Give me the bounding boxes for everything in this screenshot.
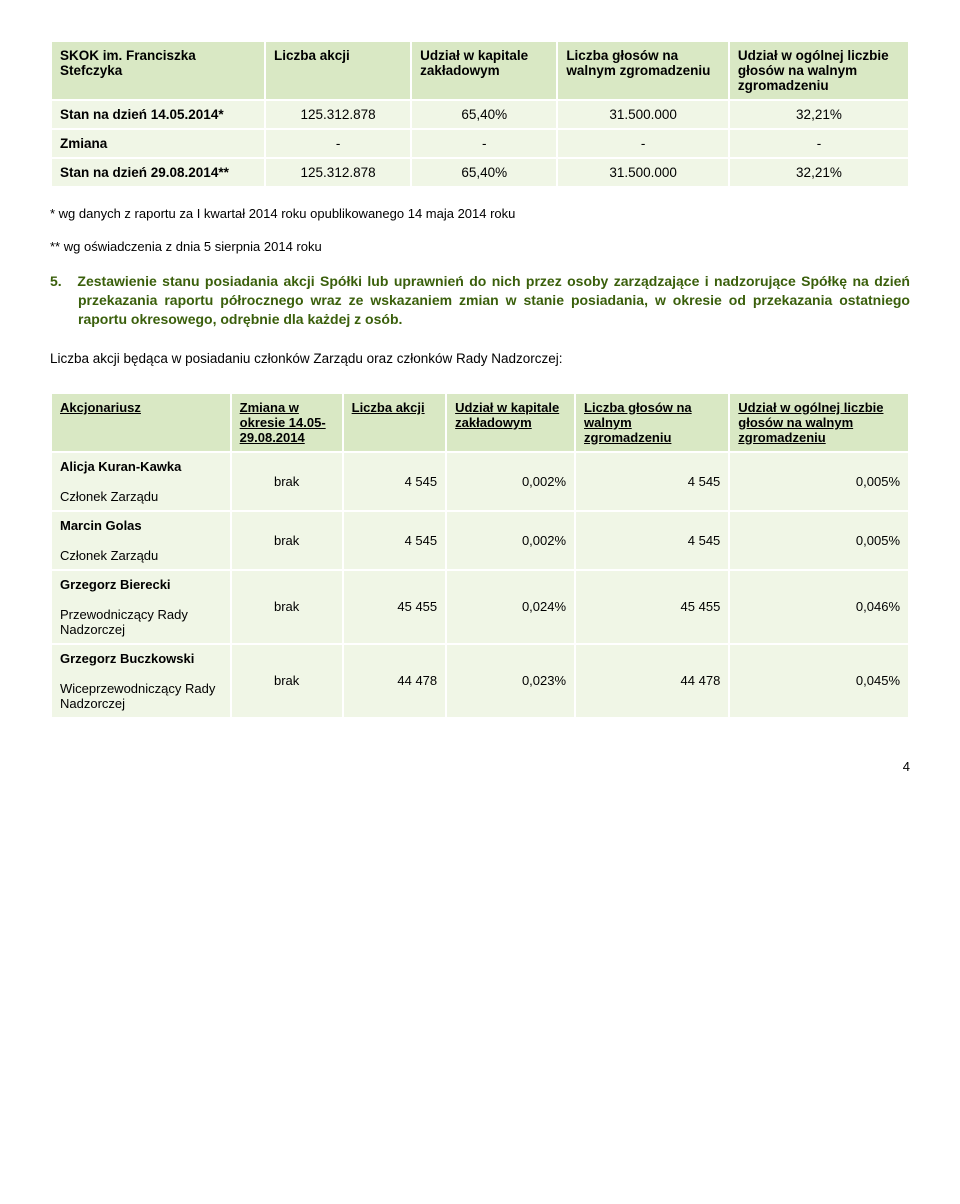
cell: 32,21% [730, 101, 908, 128]
cell: brak [232, 571, 342, 643]
cell: - [412, 130, 556, 157]
cell: - [266, 130, 410, 157]
col-shares: Liczba akcji [344, 394, 446, 451]
col-change: Zmiana w okresie 14.05-29.08.2014 [232, 394, 342, 451]
footnote: * wg danych z raportu za I kwartał 2014 … [50, 206, 910, 221]
cell-name: Marcin Golas Członek Zarządu [52, 512, 230, 569]
cell: 32,21% [730, 159, 908, 186]
cell: brak [232, 453, 342, 510]
table-row: Grzegorz Buczkowski Wiceprzewodniczący R… [52, 645, 908, 717]
section-number: 5. [50, 272, 72, 291]
cell: 45 455 [576, 571, 728, 643]
person-name: Marcin Golas [60, 518, 142, 533]
person-name: Grzegorz Bierecki [60, 577, 171, 592]
section-title: Zestawienie stanu posiadania akcji Spółk… [77, 273, 910, 327]
cell: 44 478 [576, 645, 728, 717]
col-votes-total: Udział w ogólnej liczbie głosów na walny… [730, 394, 908, 451]
cell: - [730, 130, 908, 157]
table-board-shares: Akcjonariusz Zmiana w okresie 14.05-29.0… [50, 392, 910, 719]
row-label: Zmiana [52, 130, 264, 157]
cell: brak [232, 645, 342, 717]
cell: 4 545 [344, 453, 446, 510]
cell: 65,40% [412, 101, 556, 128]
cell: 4 545 [576, 512, 728, 569]
col-votes-total: Udział w ogólnej liczbie głosów na walny… [730, 42, 908, 99]
cell-name: Grzegorz Buczkowski Wiceprzewodniczący R… [52, 645, 230, 717]
row-label: Stan na dzień 14.05.2014* [52, 101, 264, 128]
cell: 0,023% [447, 645, 574, 717]
cell: - [558, 130, 728, 157]
page-number: 4 [50, 759, 910, 774]
col-shareholder: Akcjonariusz [52, 394, 230, 451]
cell: 0,024% [447, 571, 574, 643]
cell: 45 455 [344, 571, 446, 643]
cell: 0,045% [730, 645, 908, 717]
person-role: Członek Zarządu [60, 548, 158, 563]
cell: brak [232, 512, 342, 569]
footnote: ** wg oświadczenia z dnia 5 sierpnia 201… [50, 239, 910, 254]
cell-name: Grzegorz Bierecki Przewodniczący Rady Na… [52, 571, 230, 643]
paragraph: Liczba akcji będąca w posiadaniu członkó… [50, 351, 910, 366]
table-row: Stan na dzień 14.05.2014* 125.312.878 65… [52, 101, 908, 128]
table-row: Marcin Golas Członek Zarządu brak 4 545 … [52, 512, 908, 569]
person-role: Przewodniczący Rady Nadzorczej [60, 607, 188, 637]
person-name: Grzegorz Buczkowski [60, 651, 194, 666]
cell: 0,005% [730, 453, 908, 510]
table-row: Grzegorz Bierecki Przewodniczący Rady Na… [52, 571, 908, 643]
cell: 31.500.000 [558, 159, 728, 186]
cell: 65,40% [412, 159, 556, 186]
table-row: Zmiana - - - - [52, 130, 908, 157]
cell: 0,002% [447, 453, 574, 510]
cell: 4 545 [344, 512, 446, 569]
cell: 0,002% [447, 512, 574, 569]
cell: 125.312.878 [266, 159, 410, 186]
col-votes: Liczba głosów na walnym zgromadzeniu [558, 42, 728, 99]
row-label: Stan na dzień 29.08.2014** [52, 159, 264, 186]
col-capital: Udział w kapitale zakładowym [447, 394, 574, 451]
person-role: Członek Zarządu [60, 489, 158, 504]
cell: 0,046% [730, 571, 908, 643]
cell: 31.500.000 [558, 101, 728, 128]
table-shareholder-skok: SKOK im. Franciszka Stefczyka Liczba akc… [50, 40, 910, 188]
col-capital: Udział w kapitale zakładowym [412, 42, 556, 99]
cell: 125.312.878 [266, 101, 410, 128]
cell: 4 545 [576, 453, 728, 510]
cell-name: Alicja Kuran-Kawka Członek Zarządu [52, 453, 230, 510]
cell: 0,005% [730, 512, 908, 569]
col-votes: Liczba głosów na walnym zgromadzeniu [576, 394, 728, 451]
table-row: Stan na dzień 29.08.2014** 125.312.878 6… [52, 159, 908, 186]
col-shareholder: SKOK im. Franciszka Stefczyka [52, 42, 264, 99]
person-role: Wiceprzewodniczący Rady Nadzorczej [60, 681, 215, 711]
person-name: Alicja Kuran-Kawka [60, 459, 181, 474]
table-row: Alicja Kuran-Kawka Członek Zarządu brak … [52, 453, 908, 510]
section-heading: 5. Zestawienie stanu posiadania akcji Sp… [78, 272, 910, 329]
cell: 44 478 [344, 645, 446, 717]
col-shares: Liczba akcji [266, 42, 410, 99]
